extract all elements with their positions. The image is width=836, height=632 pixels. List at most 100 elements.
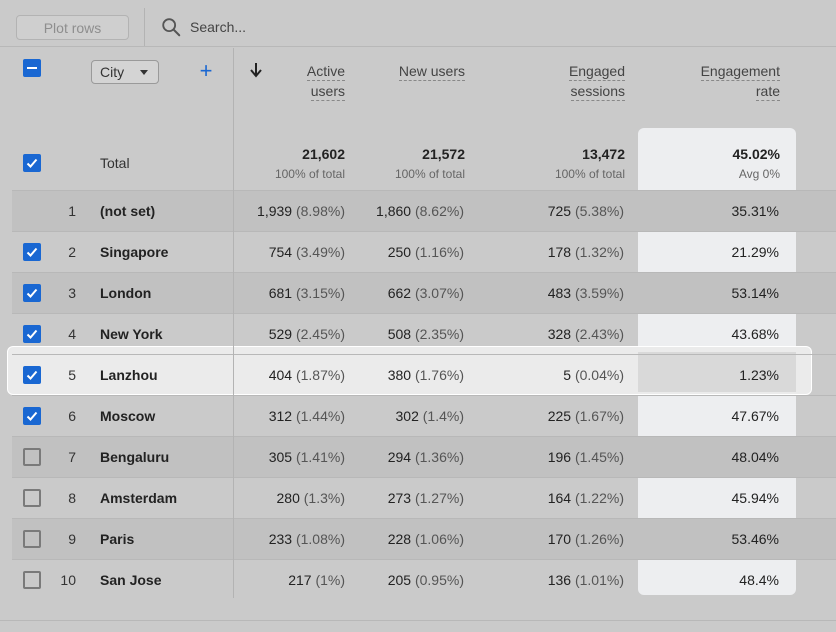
check-icon [26,370,38,380]
row-checkbox[interactable] [23,448,41,466]
row-engaged-sessions: 196 (1.45%) [507,437,624,478]
table-row[interactable]: 7 Bengaluru 305 (1.41%) 294 (1.36%) 196 … [12,436,836,477]
row-city: New York [100,326,163,342]
row-engaged-sessions: 178 (1.32%) [507,232,624,273]
row-active-users-value: 217 [288,572,312,588]
search-icon[interactable] [160,16,182,38]
row-active-users-pct: (1.08%) [295,531,345,547]
row-index: 7 [68,449,76,465]
column-header-engagement-rate[interactable]: Engagement rate [660,61,780,101]
row-active-users: 754 (3.49%) [247,232,345,273]
row-city: San Jose [100,572,162,588]
row-city: (not set) [100,203,156,219]
row-new-users-pct: (0.95%) [414,572,464,588]
row-checkbox[interactable] [23,407,41,425]
column-header-engaged-sessions[interactable]: Engaged sessions [510,61,625,101]
row-engagement-rate: 47.67% [731,408,779,424]
table-row[interactable]: 9 Paris 233 (1.08%) 228 (1.06%) 170 (1.2… [12,518,836,559]
table-row[interactable]: 3 London 681 (3.15%) 662 (3.07%) 483 (3.… [12,272,836,313]
row-new-users: 508 (2.35%) [357,314,464,355]
row-city: Paris [100,531,135,547]
row-engaged-sessions: 164 (1.22%) [507,478,624,519]
total-label: Total [100,155,130,171]
row-active-users-value: 1,939 [257,203,293,219]
row-engaged-sessions-value: 164 [547,490,572,506]
arrow-down-icon[interactable] [247,60,265,80]
total-engagement-rate-sub: Avg 0% [738,167,780,181]
row-checkbox[interactable] [23,284,41,302]
row-new-users-value: 662 [387,285,412,301]
row-active-users-value: 233 [268,531,293,547]
row-engagement-rate: 53.46% [731,531,779,547]
table-row[interactable]: 10 San Jose 217 (1%) 205 (0.95%) 136 (1.… [12,559,836,600]
check-icon [26,247,38,257]
row-index: 10 [60,572,76,588]
plot-rows-button[interactable]: Plot rows [16,15,129,40]
row-new-users-pct: (8.62%) [414,203,464,219]
select-all-checkbox[interactable] [23,59,41,77]
column-header-new-users[interactable]: New users [360,61,465,81]
row-engaged-sessions-value: 196 [547,449,572,465]
table-row[interactable]: 4 New York 529 (2.45%) 508 (2.35%) 328 (… [12,313,836,354]
row-checkbox[interactable] [23,489,41,507]
row-checkbox[interactable] [23,366,41,384]
toolbar: Plot rows [0,0,836,47]
row-new-users-pct: (1.4%) [422,408,464,424]
row-city: Lanzhou [100,367,158,383]
column-header-label: New users [398,63,465,81]
row-index: 3 [68,285,76,301]
row-engaged-sessions: 170 (1.26%) [507,519,624,560]
row-new-users: 250 (1.16%) [357,232,464,273]
row-engagement-rate: 21.29% [731,244,779,260]
row-checkbox[interactable] [23,243,41,261]
row-engaged-sessions-value: 225 [547,408,572,424]
column-divider [233,48,234,598]
row-new-users: 205 (0.95%) [357,560,464,601]
row-active-users-pct: (1.44%) [295,408,345,424]
row-new-users-pct: (1.36%) [414,449,464,465]
row-checkbox[interactable] [23,571,41,589]
total-checkbox[interactable] [23,154,41,172]
table-row[interactable]: 8 Amsterdam 280 (1.3%) 273 (1.27%) 164 (… [12,477,836,518]
row-new-users: 662 (3.07%) [357,273,464,314]
table-row[interactable]: 2 Singapore 754 (3.49%) 250 (1.16%) 178 … [12,231,836,272]
row-engaged-sessions-value: 5 [563,367,572,383]
row-index: 1 [68,203,76,219]
table-row[interactable]: 6 Moscow 312 (1.44%) 302 (1.4%) 225 (1.6… [12,395,836,436]
row-active-users-pct: (3.15%) [295,285,345,301]
search-input[interactable] [190,16,610,38]
check-icon [26,288,38,298]
row-engaged-sessions-value: 136 [547,572,572,588]
row-checkbox[interactable] [23,325,41,343]
add-dimension-button[interactable]: + [199,58,213,83]
row-active-users: 305 (1.41%) [247,437,345,478]
row-city: Singapore [100,244,169,260]
row-new-users-pct: (2.35%) [414,326,464,342]
table-row[interactable]: 1 (not set) 1,939 (8.98%) 1,860 (8.62%) … [12,190,836,231]
row-active-users: 529 (2.45%) [247,314,345,355]
row-engaged-sessions-pct: (0.04%) [574,367,624,383]
table-row[interactable]: 5 Lanzhou 404 (1.87%) 380 (1.76%) 5 (0.0… [12,354,836,395]
total-engagement-rate: 45.02% [732,146,780,162]
column-header-active-users[interactable]: Active users [260,61,345,101]
row-engagement-rate: 43.68% [731,326,779,342]
row-active-users-value: 529 [268,326,293,342]
row-active-users-pct: (1%) [315,572,345,588]
row-new-users-value: 380 [387,367,412,383]
check-icon [26,329,38,339]
row-city: Moscow [100,408,156,424]
row-checkbox[interactable] [23,530,41,548]
row-engaged-sessions-value: 328 [547,326,572,342]
row-new-users: 273 (1.27%) [357,478,464,519]
row-index: 4 [68,326,76,342]
total-new-users: 21,572 [422,146,465,162]
total-new-users-sub: 100% of total [394,167,465,181]
row-active-users-pct: (1.41%) [295,449,345,465]
city-dimension-dropdown[interactable]: City [91,60,159,84]
row-index: 6 [68,408,76,424]
row-engagement-rate: 48.4% [739,572,779,588]
row-engagement-rate: 53.14% [731,285,779,301]
row-engaged-sessions-pct: (1.67%) [574,408,624,424]
row-new-users-pct: (1.27%) [414,490,464,506]
column-header-label: rate [755,83,780,101]
